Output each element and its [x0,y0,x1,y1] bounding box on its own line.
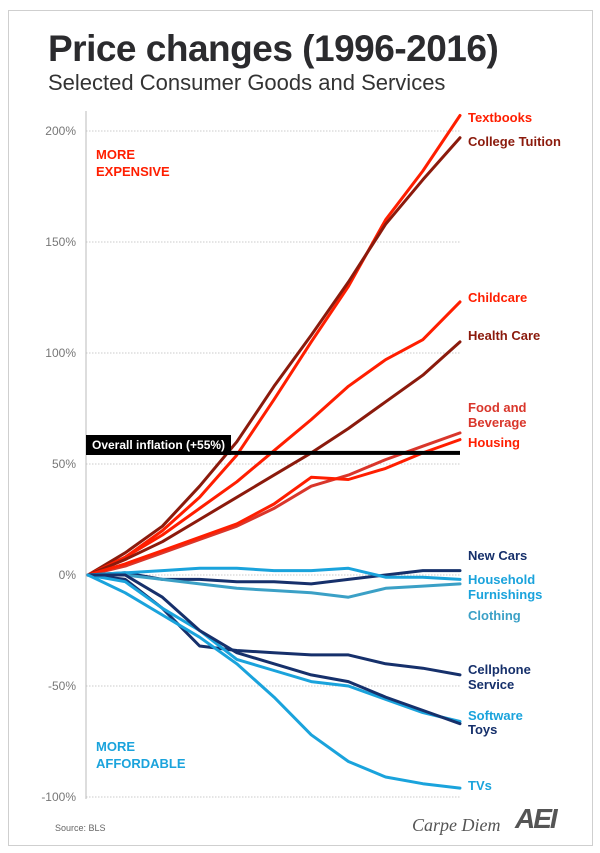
more-expensive-note: MORE EXPENSIVE [96,146,170,180]
y-tick-label: -50% [48,679,76,693]
series-label-tvs: TVs [468,778,492,793]
y-tick-label: 100% [45,346,76,360]
series-line-childcare [86,300,462,577]
inflation-line [86,450,460,455]
chart-subtitle: Selected Consumer Goods and Services [48,70,446,95]
series-label-housing: Housing [468,435,520,450]
series-line-housing [86,438,462,577]
brand-carpe-diem: Carpe Diem [412,815,501,835]
series-label-food-and-beverage: Food and Beverage [468,400,527,430]
chart-title: Price changes (1996-2016) [48,28,499,69]
y-tick-label: 150% [45,235,76,249]
note-line: MORE [96,739,135,754]
series-label-software: Software [468,708,523,723]
series-label-cellphone-service: Cellphone Service [468,662,531,692]
series-label-college-tuition: College Tuition [468,134,561,149]
series-line-health-care [86,340,462,577]
series-line-software [86,573,462,723]
series-label-childcare: Childcare [468,290,528,305]
series-line-toys [86,573,462,726]
series-label-textbooks: Textbooks [468,110,533,125]
series-line-food-and-beverage [86,431,462,577]
series-line-household-furnishings [86,566,462,581]
y-tick-label: -100% [41,790,76,804]
series-line-college-tuition [86,136,462,577]
series-line-tvs [86,573,462,790]
more-affordable-note: MORE AFFORDABLE [96,738,186,772]
series-label-toys: Toys [468,722,498,737]
series-label-new-cars: New Cars [468,548,528,563]
note-line: AFFORDABLE [96,756,186,771]
note-line: MORE [96,147,135,162]
series-label-clothing: Clothing [468,608,521,623]
series-label-health-care: Health Care [468,328,541,343]
aei-logo: AEI [515,803,558,834]
series-line-textbooks [86,114,462,577]
source-note: Source: BLS [55,823,106,833]
chart-frame [8,10,593,846]
note-line: EXPENSIVE [96,164,170,179]
series-line-clothing [86,573,462,599]
inflation-label: Overall inflation (+55%) [86,435,232,455]
y-tick-label: 0% [59,568,77,582]
y-tick-label: 200% [45,124,76,138]
y-tick-label: 50% [52,457,76,471]
series-label-household-furnishings: Household Furnishings [468,572,543,602]
